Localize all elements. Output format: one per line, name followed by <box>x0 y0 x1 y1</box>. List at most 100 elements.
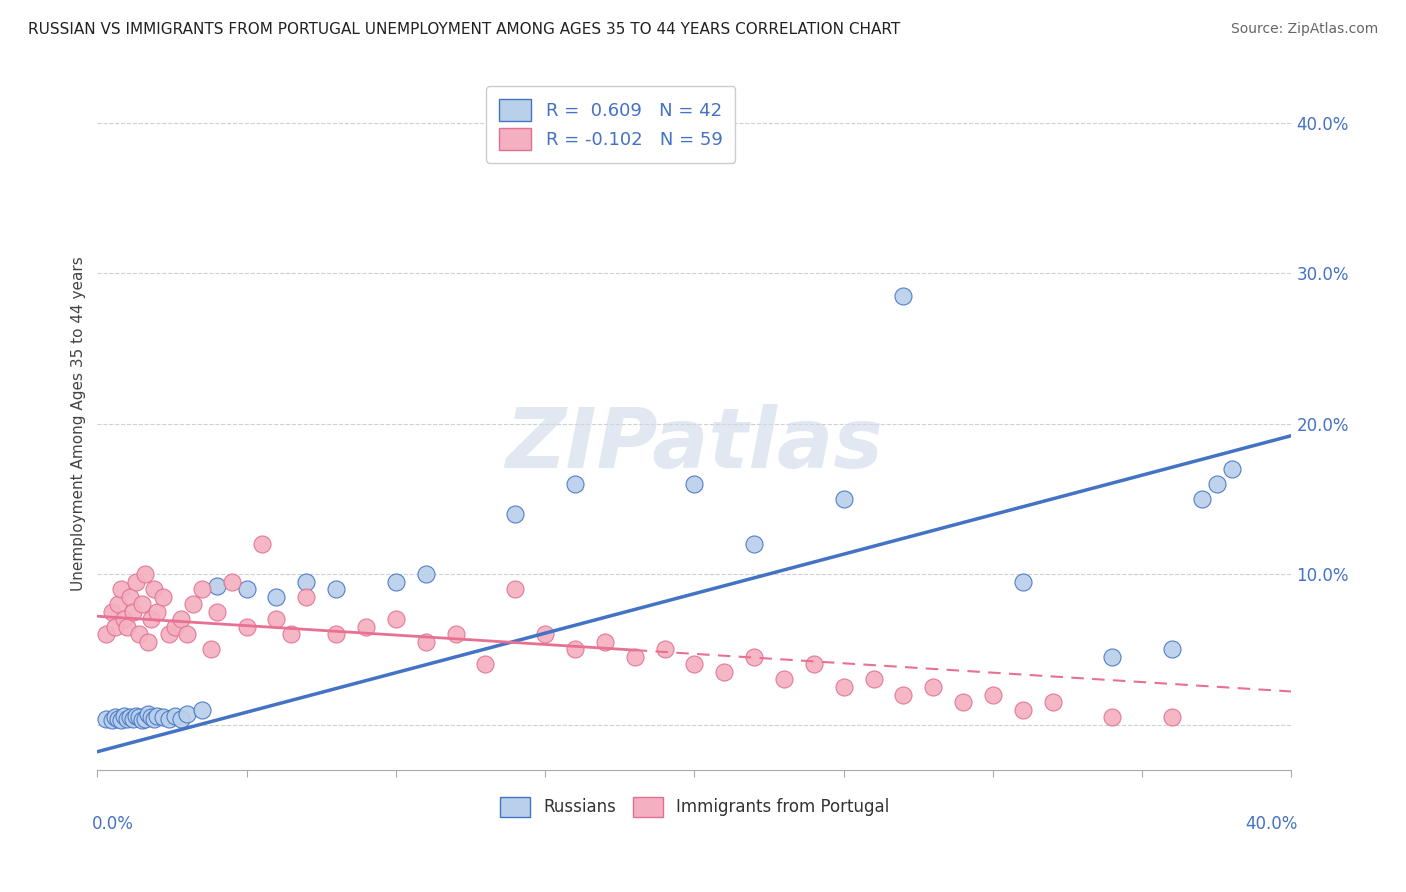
Point <box>1101 649 1123 664</box>
Point <box>205 605 228 619</box>
Point <box>143 582 166 596</box>
Point <box>832 491 855 506</box>
Text: 0.0%: 0.0% <box>91 814 134 833</box>
Point <box>503 582 526 596</box>
Point <box>893 688 915 702</box>
Point <box>803 657 825 672</box>
Point <box>157 712 180 726</box>
Point <box>107 597 129 611</box>
Point <box>136 707 159 722</box>
Point <box>773 673 796 687</box>
Point <box>415 635 437 649</box>
Point <box>221 574 243 589</box>
Point <box>131 713 153 727</box>
Point <box>713 665 735 679</box>
Point <box>266 590 288 604</box>
Point <box>981 688 1004 702</box>
Point <box>125 574 148 589</box>
Point <box>163 708 186 723</box>
Point <box>295 574 318 589</box>
Point <box>742 537 765 551</box>
Point <box>266 612 288 626</box>
Point <box>683 657 706 672</box>
Point <box>235 582 257 596</box>
Point <box>136 635 159 649</box>
Point <box>110 582 132 596</box>
Point <box>354 620 377 634</box>
Point <box>474 657 496 672</box>
Point <box>534 627 557 641</box>
Point <box>1161 710 1184 724</box>
Point <box>295 590 318 604</box>
Point <box>115 620 138 634</box>
Point <box>96 712 118 726</box>
Point <box>143 712 166 726</box>
Point <box>134 567 156 582</box>
Point <box>128 710 150 724</box>
Point <box>325 627 347 641</box>
Point <box>564 476 586 491</box>
Point <box>385 574 408 589</box>
Point <box>1220 462 1243 476</box>
Point <box>1042 695 1064 709</box>
Point <box>101 605 124 619</box>
Point <box>1191 491 1213 506</box>
Point <box>139 710 162 724</box>
Point <box>107 712 129 726</box>
Point <box>893 288 915 302</box>
Point <box>146 708 169 723</box>
Point <box>325 582 347 596</box>
Point <box>112 612 135 626</box>
Point <box>444 627 467 641</box>
Point <box>191 702 214 716</box>
Point <box>110 713 132 727</box>
Point <box>146 605 169 619</box>
Point <box>170 712 193 726</box>
Point <box>922 680 945 694</box>
Point <box>623 649 645 664</box>
Point <box>112 708 135 723</box>
Point <box>131 597 153 611</box>
Text: RUSSIAN VS IMMIGRANTS FROM PORTUGAL UNEMPLOYMENT AMONG AGES 35 TO 44 YEARS CORRE: RUSSIAN VS IMMIGRANTS FROM PORTUGAL UNEM… <box>28 22 900 37</box>
Point <box>564 642 586 657</box>
Point <box>1161 642 1184 657</box>
Point <box>170 612 193 626</box>
Point <box>104 620 127 634</box>
Point <box>176 627 198 641</box>
Point <box>139 612 162 626</box>
Text: Source: ZipAtlas.com: Source: ZipAtlas.com <box>1230 22 1378 37</box>
Point <box>122 712 145 726</box>
Point <box>1011 574 1033 589</box>
Y-axis label: Unemployment Among Ages 35 to 44 years: Unemployment Among Ages 35 to 44 years <box>72 256 86 591</box>
Text: 40.0%: 40.0% <box>1246 814 1298 833</box>
Point <box>235 620 257 634</box>
Point <box>952 695 974 709</box>
Point <box>593 635 616 649</box>
Point <box>1011 702 1033 716</box>
Point <box>200 642 222 657</box>
Point <box>104 710 127 724</box>
Point <box>134 712 156 726</box>
Legend: Russians, Immigrants from Portugal: Russians, Immigrants from Portugal <box>494 790 896 823</box>
Point <box>280 627 302 641</box>
Point <box>125 708 148 723</box>
Point <box>128 627 150 641</box>
Point <box>176 707 198 722</box>
Point <box>1101 710 1123 724</box>
Point <box>120 710 142 724</box>
Point <box>654 642 676 657</box>
Point <box>152 590 174 604</box>
Point <box>832 680 855 694</box>
Point <box>157 627 180 641</box>
Point <box>742 649 765 664</box>
Point <box>205 579 228 593</box>
Point <box>115 712 138 726</box>
Point <box>683 476 706 491</box>
Point <box>415 567 437 582</box>
Point <box>862 673 884 687</box>
Point <box>122 605 145 619</box>
Point <box>101 713 124 727</box>
Point <box>250 537 273 551</box>
Point <box>191 582 214 596</box>
Point <box>163 620 186 634</box>
